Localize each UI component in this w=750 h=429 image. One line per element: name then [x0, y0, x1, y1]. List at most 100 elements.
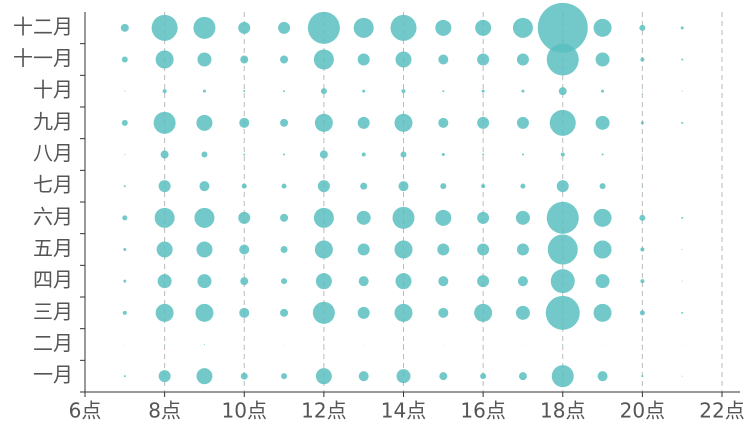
bubble [537, 2, 588, 53]
bubble [196, 114, 213, 131]
bubble [545, 295, 580, 330]
bubble [593, 240, 612, 259]
x-tick-label: 20点 [620, 399, 665, 423]
bubble [482, 153, 485, 156]
y-tick-label: 一月 [33, 363, 73, 387]
bubble [240, 277, 249, 286]
bubble [403, 344, 404, 345]
bubble [281, 373, 288, 380]
bubble [395, 51, 412, 68]
bubble [363, 344, 364, 345]
bubble [639, 310, 645, 316]
bubble [441, 153, 445, 156]
bubble [400, 151, 407, 158]
bubble [123, 279, 127, 283]
y-tick-label: 五月 [33, 236, 73, 260]
bubble [199, 181, 210, 192]
bubble [197, 52, 212, 67]
bubble [681, 249, 683, 250]
bubble [121, 56, 128, 63]
bubble [392, 206, 415, 229]
bubble [562, 344, 564, 345]
bubble [481, 89, 485, 93]
bubble [394, 240, 413, 259]
bubble [595, 274, 610, 289]
bubble [640, 279, 645, 284]
bubble [281, 183, 287, 189]
bubble [122, 310, 127, 315]
y-tick-label: 六月 [33, 204, 73, 228]
bubble [516, 243, 529, 256]
bubble [640, 57, 645, 62]
x-tick-label: 8点 [148, 399, 181, 423]
bubble [438, 117, 449, 128]
bubble [281, 278, 288, 285]
bubble [395, 273, 412, 290]
bubble [156, 241, 173, 258]
bubble [435, 209, 452, 226]
bubble [512, 17, 533, 38]
bubble [521, 89, 525, 93]
bubble [238, 21, 251, 34]
bubble [315, 368, 332, 385]
bubble [681, 216, 684, 219]
bubble [280, 213, 289, 222]
bubble [556, 180, 569, 193]
bubble [550, 269, 575, 294]
bubble [516, 53, 529, 66]
bubble [520, 183, 526, 189]
bubble [482, 344, 484, 345]
bubble [641, 90, 643, 92]
bubble [307, 11, 340, 44]
bubble [639, 214, 646, 221]
bubble [439, 372, 448, 381]
bubble [243, 153, 246, 156]
bubble [477, 116, 490, 129]
bubble [160, 150, 169, 159]
x-tick-label: 10点 [222, 399, 267, 423]
bubble [360, 182, 368, 190]
bubble [398, 181, 409, 192]
bubble [323, 344, 325, 345]
bubble [240, 372, 248, 380]
y-tick-label: 四月 [33, 268, 73, 292]
x-tick-label: 12点 [301, 399, 346, 423]
y-tick-label: 十月 [33, 78, 73, 102]
bubble [240, 55, 249, 64]
bubble [120, 23, 129, 32]
bubble [314, 113, 333, 132]
bubble [123, 375, 126, 378]
bubble [313, 207, 334, 228]
bubble [312, 301, 335, 324]
bubble [201, 151, 208, 158]
bubble [319, 150, 328, 159]
y-tick-label: 十二月 [13, 14, 73, 38]
bubble [681, 280, 683, 282]
bubble [593, 303, 612, 322]
bubble [521, 153, 524, 156]
bubble [642, 344, 643, 345]
bubble [313, 49, 334, 70]
bubble [358, 371, 369, 382]
bubble [394, 303, 413, 322]
bubble [194, 207, 215, 228]
x-tick-label: 16点 [460, 399, 505, 423]
bubble [358, 276, 369, 287]
bubble [480, 373, 487, 380]
bubble [280, 308, 289, 317]
bubble [239, 307, 250, 318]
bubble [158, 370, 171, 383]
bubble [639, 24, 646, 31]
bubble [320, 88, 327, 95]
bubble [361, 152, 366, 157]
bubble [280, 55, 289, 64]
bubble [477, 211, 490, 224]
bubble [641, 375, 644, 378]
bubble [522, 344, 524, 345]
bubble [124, 90, 126, 92]
bubble [681, 375, 683, 377]
bubble [601, 89, 605, 93]
y-tick-label: 十一月 [13, 46, 73, 70]
bubble [551, 365, 574, 388]
